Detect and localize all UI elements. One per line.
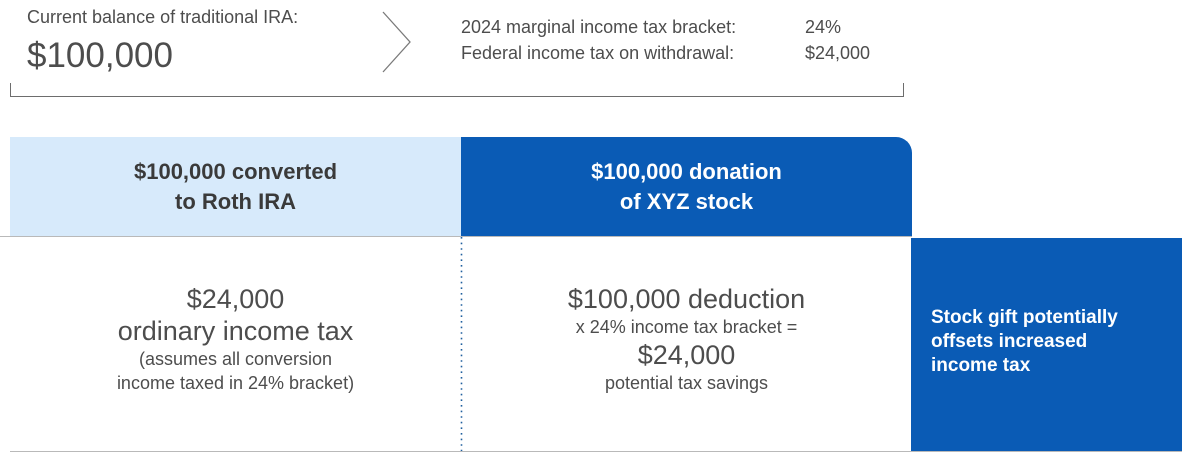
roth-conversion-header: $100,000 converted to Roth IRA bbox=[10, 137, 461, 236]
stock-donation-header: $100,000 donation of XYZ stock bbox=[461, 137, 912, 236]
roth-tax-amount: $24,000 bbox=[186, 284, 285, 314]
stock-header-line2: of XYZ stock bbox=[619, 188, 754, 214]
roth-conversion-detail: $24,000 ordinary income tax (assumes all… bbox=[10, 283, 461, 395]
stock-savings-note: potential tax savings bbox=[604, 373, 769, 393]
roth-header-line2: to Roth IRA bbox=[175, 188, 296, 214]
chevron-right-icon bbox=[382, 11, 411, 73]
conclusion-box: Stock gift potentially offsets increased… bbox=[911, 238, 1182, 451]
ira-balance-label: Current balance of traditional IRA: bbox=[27, 7, 299, 27]
stock-donation-detail: $100,000 deduction x 24% income tax brac… bbox=[461, 283, 912, 395]
roth-header-line1: $100,000 converted bbox=[133, 158, 338, 184]
stock-calc-line: x 24% income tax bracket = bbox=[575, 317, 798, 337]
top-bracket bbox=[10, 83, 904, 97]
conclusion-line3: income tax bbox=[931, 355, 1031, 376]
withdrawal-tax-label: Federal income tax on withdrawal: bbox=[461, 43, 735, 63]
roth-assumption-line1: (assumes all conversion bbox=[138, 349, 333, 369]
roth-tax-type: ordinary income tax bbox=[117, 316, 354, 346]
roth-assumption-line2: income taxed in 24% bracket) bbox=[116, 373, 355, 393]
stock-header-line1: $100,000 donation bbox=[591, 158, 782, 184]
stock-deduction-amount: $100,000 deduction bbox=[567, 284, 806, 314]
tax-bracket-value: 24% bbox=[805, 17, 842, 37]
ira-balance-value: $100,000 bbox=[27, 36, 173, 75]
conclusion-line1: Stock gift potentially bbox=[931, 307, 1118, 328]
stock-savings-amount: $24,000 bbox=[637, 340, 736, 370]
conclusion-line2: offsets increased bbox=[931, 331, 1088, 352]
withdrawal-tax-value: $24,000 bbox=[805, 43, 871, 63]
tax-bracket-label: 2024 marginal income tax bracket: bbox=[461, 17, 737, 37]
